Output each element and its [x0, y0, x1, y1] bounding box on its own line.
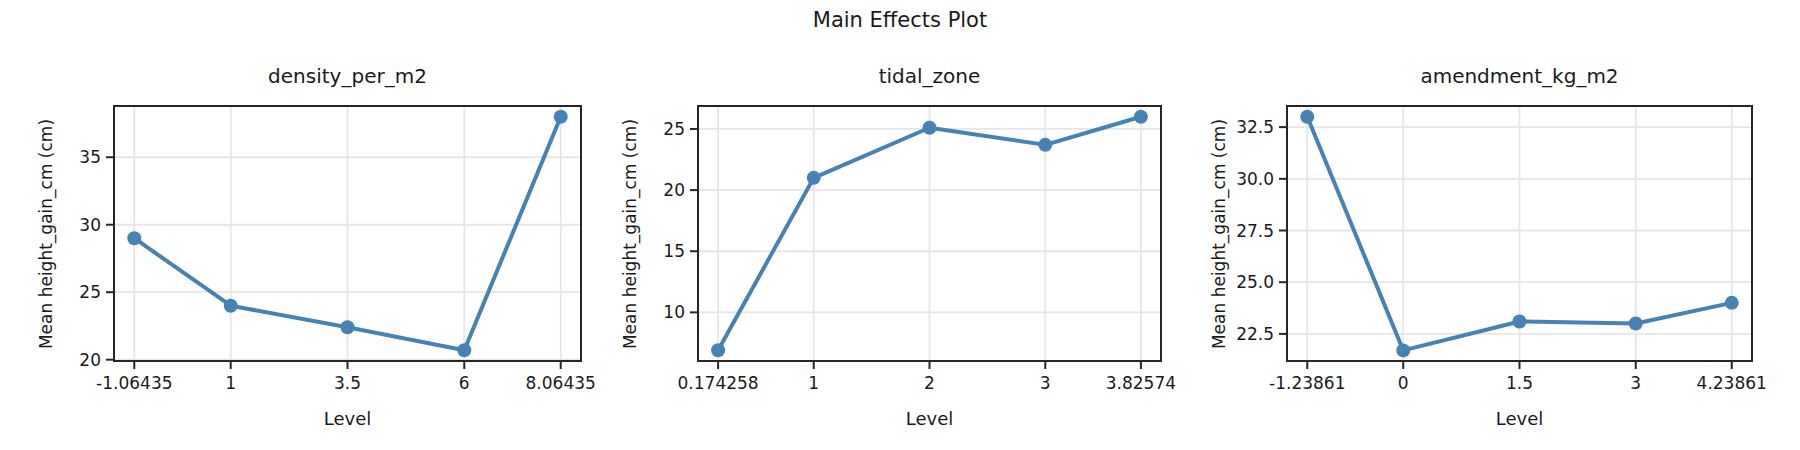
- x-tick-label: 3: [1630, 373, 1641, 393]
- subplot-amendment-kg-m2: amendment_kg_m2 Mean height_gain_cm (cm)…: [1286, 105, 1753, 362]
- plot-area: 0.1742581233.8257410152025: [697, 105, 1162, 362]
- data-point-marker: [127, 231, 141, 245]
- subplot-title: tidal_zone: [697, 64, 1162, 88]
- x-tick-label: 0: [1398, 373, 1409, 393]
- x-tick-label: 6: [459, 373, 470, 393]
- subplot-title: amendment_kg_m2: [1286, 64, 1753, 88]
- x-tick-label: 4.23861: [1697, 373, 1767, 393]
- y-axis-label: Mean height_gain_cm (cm): [36, 118, 56, 348]
- y-tick-label: 30: [79, 215, 101, 235]
- data-point-marker: [1396, 343, 1410, 357]
- x-axis-label: Level: [1286, 408, 1753, 429]
- figure-suptitle: Main Effects Plot: [0, 8, 1800, 32]
- subplot-title: density_per_m2: [113, 64, 582, 88]
- x-tick-label: 2: [924, 373, 935, 393]
- x-axis-label: Level: [697, 408, 1162, 429]
- x-tick-label: 0.174258: [678, 373, 759, 393]
- data-point-marker: [711, 343, 725, 357]
- data-point-marker: [224, 299, 238, 313]
- y-tick-label: 15: [663, 241, 685, 261]
- data-point-marker: [457, 343, 471, 357]
- plot-area: -1.0643513.568.0643520253035: [113, 105, 582, 362]
- y-tick-label: 22.5: [1236, 324, 1274, 344]
- y-tick-label: 32.5: [1236, 117, 1274, 137]
- y-tick-label: 20: [663, 180, 685, 200]
- data-point-marker: [554, 110, 568, 124]
- data-point-marker: [1629, 317, 1643, 331]
- y-tick-label: 20: [79, 350, 101, 370]
- y-tick-label: 27.5: [1236, 221, 1274, 241]
- x-tick-label: 3.5: [334, 373, 361, 393]
- data-point-marker: [341, 320, 355, 334]
- x-tick-label: 1.5: [1506, 373, 1533, 393]
- x-tick-label: 1: [225, 373, 236, 393]
- y-tick-label: 30.0: [1236, 169, 1274, 189]
- y-axis-label: Mean height_gain_cm (cm): [1209, 118, 1229, 348]
- data-point-marker: [1513, 314, 1527, 328]
- y-tick-label: 25: [663, 119, 685, 139]
- data-point-marker: [1134, 110, 1148, 124]
- main-effects-figure: Main Effects Plot density_per_m2 Mean he…: [0, 0, 1800, 450]
- data-point-marker: [923, 121, 937, 135]
- y-tick-label: 25.0: [1236, 272, 1274, 292]
- data-point-marker: [1300, 110, 1314, 124]
- data-point-marker: [1725, 296, 1739, 310]
- y-tick-label: 10: [663, 302, 685, 322]
- x-tick-label: 8.06435: [526, 373, 596, 393]
- y-tick-label: 25: [79, 282, 101, 302]
- x-tick-label: 3: [1040, 373, 1051, 393]
- subplot-density-per-m2: density_per_m2 Mean height_gain_cm (cm) …: [113, 105, 582, 362]
- y-tick-label: 35: [79, 147, 101, 167]
- plot-area: -1.2386101.534.2386122.525.027.530.032.5: [1286, 105, 1753, 362]
- x-tick-label: -1.06435: [96, 373, 172, 393]
- subplot-tidal-zone: tidal_zone Mean height_gain_cm (cm) Leve…: [697, 105, 1162, 362]
- x-tick-label: 3.82574: [1106, 373, 1176, 393]
- x-tick-label: -1.23861: [1269, 373, 1345, 393]
- x-axis-label: Level: [113, 408, 582, 429]
- data-point-marker: [1038, 138, 1052, 152]
- y-axis-label: Mean height_gain_cm (cm): [620, 118, 640, 348]
- data-point-marker: [807, 171, 821, 185]
- x-tick-label: 1: [808, 373, 819, 393]
